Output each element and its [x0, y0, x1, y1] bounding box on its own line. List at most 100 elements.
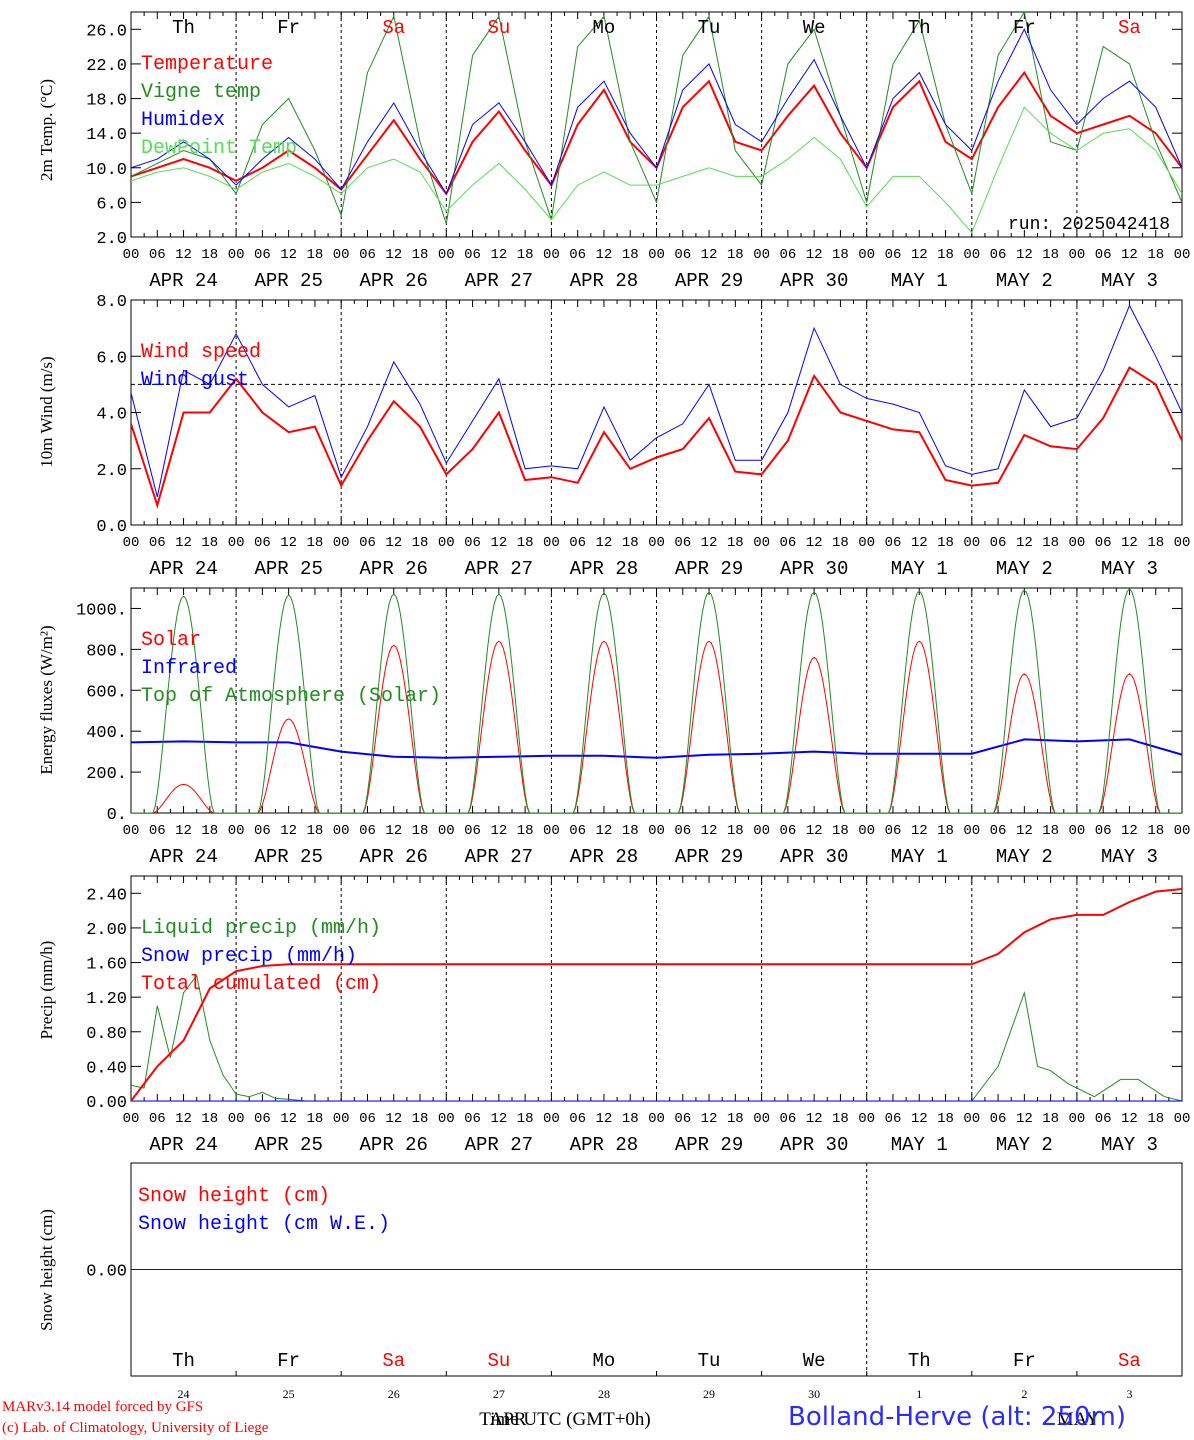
x-hour-label: 00: [858, 823, 875, 839]
x-hour-label: 06: [990, 247, 1007, 263]
x-hour-label: 12: [806, 823, 823, 839]
x-hour-label: 18: [832, 247, 849, 263]
legend-entry: Total cumulated (cm): [141, 973, 381, 996]
x-date-label: MAY 2: [996, 846, 1053, 868]
x-hour-label: 18: [937, 823, 954, 839]
day-name: Tu: [698, 17, 721, 39]
day-name: Sa: [1118, 1350, 1141, 1372]
y-tick-label: 8.0: [96, 293, 127, 312]
x-hour-label: 18: [1042, 247, 1059, 263]
legend-entry: Snow height (cm W.E.): [138, 1213, 390, 1236]
x-hour-label: 12: [1016, 1111, 1033, 1127]
month-label: APR: [490, 1409, 527, 1430]
x-hour-label: 18: [307, 1111, 324, 1127]
x-hour-label: 12: [175, 535, 192, 551]
x-hour-label: 18: [412, 1111, 429, 1127]
x-date-label: APR 28: [570, 270, 638, 292]
x-date-label: APR 24: [149, 270, 217, 292]
x-hour-label: 06: [359, 535, 376, 551]
x-hour-label: 12: [280, 247, 297, 263]
y-tick-label: 26.0: [86, 22, 127, 41]
y-tick-label: 0.00: [86, 1263, 127, 1282]
y-tick-label: 2.0: [96, 230, 127, 249]
x-hour-label: 00: [858, 247, 875, 263]
x-hour-label: 00: [753, 247, 770, 263]
x-hour-label: 18: [622, 1111, 639, 1127]
x-hour-label: 00: [123, 535, 140, 551]
day-number: 25: [283, 1387, 295, 1401]
x-date-label: APR 30: [780, 558, 848, 580]
x-hour-label: 06: [779, 535, 796, 551]
x-axis-label: Time UTC (GMT+0h): [479, 1409, 651, 1430]
x-hour-label: 00: [543, 823, 560, 839]
x-hour-label: 00: [1174, 1111, 1191, 1127]
x-hour-label: 00: [228, 247, 245, 263]
x-hour-label: 00: [858, 535, 875, 551]
x-hour-label: 00: [1068, 1111, 1085, 1127]
x-hour-label: 12: [175, 1111, 192, 1127]
x-hour-label: 06: [359, 247, 376, 263]
day-number: 1: [916, 1387, 922, 1401]
x-hour-label: 00: [1068, 535, 1085, 551]
x-date-label: MAY 1: [891, 1134, 948, 1156]
x-date-label: APR 25: [254, 270, 322, 292]
series-line-wind-speed: [131, 366, 1182, 509]
x-hour-label: 18: [727, 535, 744, 551]
day-number: 2: [1021, 1387, 1027, 1401]
x-hour-label: 06: [990, 823, 1007, 839]
x-hour-label: 06: [885, 823, 902, 839]
x-hour-label: 12: [1121, 247, 1138, 263]
x-hour-label: 18: [1147, 535, 1164, 551]
x-hour-label: 06: [1095, 823, 1112, 839]
series-line-infrared: [131, 738, 1182, 759]
panel-3: [130, 587, 1183, 814]
y-tick-label: 800.: [86, 642, 127, 661]
x-hour-label: 06: [359, 823, 376, 839]
legend-entry: Vigne temp: [141, 81, 261, 104]
x-date-label: MAY 1: [891, 846, 948, 868]
x-hour-label: 06: [674, 247, 691, 263]
x-hour-label: 00: [438, 247, 455, 263]
x-date-label: APR 29: [675, 270, 743, 292]
y-tick-label: 4.0: [96, 406, 127, 425]
x-hour-label: 06: [1095, 247, 1112, 263]
x-hour-label: 06: [885, 535, 902, 551]
x-hour-label: 18: [307, 823, 324, 839]
x-hour-label: 00: [228, 823, 245, 839]
x-hour-label: 18: [622, 823, 639, 839]
panel-frame: [130, 299, 1183, 526]
day-name: Sa: [382, 1350, 405, 1372]
x-hour-label: 12: [596, 535, 613, 551]
x-hour-label: 12: [280, 1111, 297, 1127]
x-date-label: MAY 2: [996, 270, 1053, 292]
x-hour-label: 12: [701, 247, 718, 263]
x-hour-label: 00: [123, 247, 140, 263]
x-hour-label: 18: [727, 1111, 744, 1127]
x-hour-label: 18: [832, 535, 849, 551]
x-date-label: MAY 3: [1101, 846, 1158, 868]
x-hour-label: 06: [674, 1111, 691, 1127]
x-hour-label: 00: [438, 823, 455, 839]
x-hour-label: 18: [201, 1111, 218, 1127]
day-name: Tu: [698, 1350, 721, 1372]
y-tick-label: 1.60: [86, 956, 127, 975]
day-name: Fr: [277, 17, 300, 39]
x-hour-label: 12: [701, 535, 718, 551]
x-hour-label: 18: [517, 1111, 534, 1127]
series-line-top-of-atmosphere-solar-: [131, 588, 1182, 813]
x-hour-label: 00: [333, 823, 350, 839]
x-hour-label: 18: [517, 535, 534, 551]
x-hour-label: 18: [1147, 247, 1164, 263]
x-hour-label: 12: [911, 535, 928, 551]
x-date-label: APR 30: [780, 270, 848, 292]
x-date-label: MAY 1: [891, 270, 948, 292]
day-name: Fr: [277, 1350, 300, 1372]
x-hour-label: 00: [648, 247, 665, 263]
x-hour-label: 00: [858, 1111, 875, 1127]
x-date-label: APR 27: [465, 846, 533, 868]
series-line-humidex: [131, 28, 1182, 195]
x-hour-label: 00: [753, 823, 770, 839]
series-line-vigne-temp: [131, 12, 1182, 225]
x-hour-label: 00: [543, 247, 560, 263]
